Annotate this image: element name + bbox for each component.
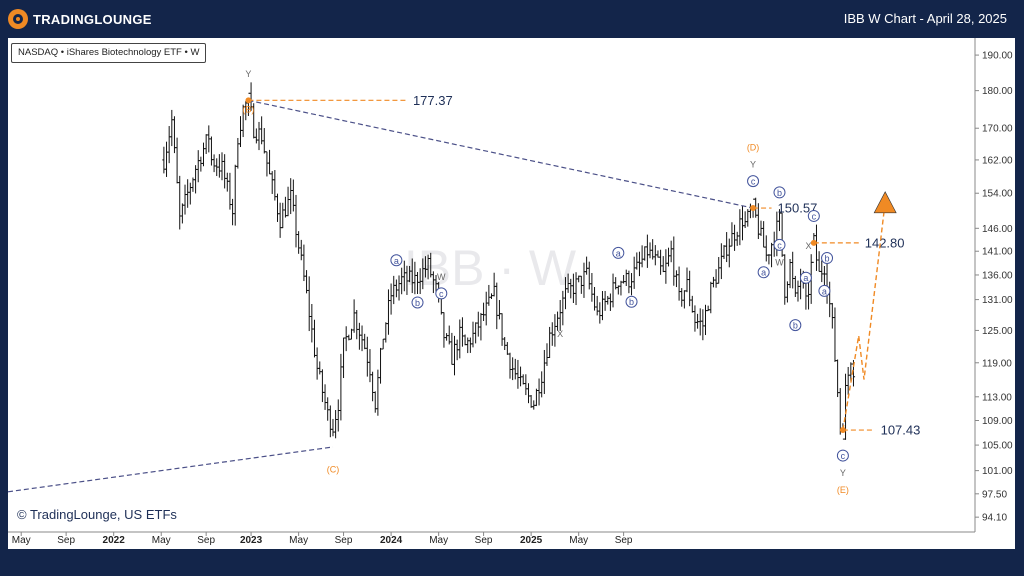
wave-label: b <box>629 297 634 307</box>
wave-label-circle <box>747 175 760 188</box>
price-level-label: 142.80 <box>865 235 905 250</box>
price-level-label: 177.37 <box>413 93 453 108</box>
wave-label: a <box>822 286 827 296</box>
price-level-dot <box>245 97 252 104</box>
logo-circle-icon <box>8 9 28 29</box>
x-tick-label: 2024 <box>380 535 403 546</box>
wave-label: c <box>439 289 444 299</box>
wave-label-circle <box>773 238 786 251</box>
x-tick-label: May <box>152 535 171 546</box>
wave-label: c <box>751 177 756 187</box>
copyright-text: © TradingLounge, US ETFs <box>17 507 177 522</box>
wave-label: (E) <box>837 485 849 495</box>
wave-label-circle <box>818 284 831 297</box>
watermark-text: IBB · W <box>404 240 577 296</box>
wave-label: (D) <box>747 143 760 153</box>
y-tick-label: 154.00 <box>982 189 1013 200</box>
target-arrow-icon <box>873 191 897 214</box>
wave-label: b <box>777 188 782 198</box>
y-tick-label: 170.00 <box>982 124 1013 135</box>
trendline-2[interactable] <box>7 446 334 493</box>
wave-label: Y <box>840 468 846 478</box>
wave-label-circle <box>411 296 424 309</box>
wave-label-circle <box>821 252 834 265</box>
x-tick-label: 2022 <box>103 535 126 546</box>
wave-label: b <box>415 298 420 308</box>
y-tick-label: 136.00 <box>982 270 1013 281</box>
y-tick-label: 109.00 <box>982 416 1013 427</box>
wave-label-circle <box>612 246 625 259</box>
price-level-dot <box>810 239 817 246</box>
wave-label-circle <box>773 186 786 199</box>
wave-label-circle <box>625 295 638 308</box>
price-level-dot <box>839 427 846 434</box>
y-tick-label: 162.00 <box>982 155 1013 166</box>
tradinglounge-logo: TRADINGLOUNGE <box>8 9 152 29</box>
wave-label-circle <box>390 254 403 267</box>
x-tick-label: Sep <box>335 535 353 546</box>
wave-label: X <box>806 241 812 251</box>
y-tick-label: 113.00 <box>982 392 1012 403</box>
x-tick-label: May <box>289 535 308 546</box>
wave-label-circle <box>836 449 849 462</box>
y-tick-label: 190.00 <box>982 51 1013 62</box>
wave-label: b <box>825 254 830 264</box>
y-tick-label: 141.00 <box>982 247 1013 258</box>
price-level-label: 150.57 <box>778 201 818 216</box>
wave-label: (B) <box>242 104 254 114</box>
x-tick-label: May <box>12 535 31 546</box>
wave-label: a <box>616 248 621 258</box>
wave-label-circle <box>789 319 802 332</box>
symbol-label[interactable]: NASDAQ • iShares Biotechnology ETF • W <box>11 43 207 63</box>
y-tick-label: 119.00 <box>982 358 1012 369</box>
y-tick-label: 125.00 <box>982 326 1013 337</box>
x-tick-label: Sep <box>57 535 75 546</box>
chart-title: IBB W Chart - April 28, 2025 <box>843 11 1007 26</box>
x-tick-label: May <box>429 535 448 546</box>
wave-label: c <box>777 240 782 250</box>
wave-label: c <box>812 211 817 221</box>
wave-label: X <box>557 329 563 339</box>
x-tick-label: Sep <box>615 535 633 546</box>
wave-label: c <box>841 451 846 461</box>
trendline-1[interactable] <box>248 99 754 209</box>
wave-label: W <box>437 272 446 282</box>
x-tick-label: May <box>569 535 588 546</box>
y-tick-label: 94.10 <box>982 513 1007 524</box>
logo-text: TRADINGLOUNGE <box>33 11 152 27</box>
price-level-dot <box>750 205 757 212</box>
wave-label-circle <box>757 266 770 279</box>
wave-label-circle <box>435 287 448 300</box>
wave-label: Y <box>245 69 251 79</box>
y-tick-label: 97.50 <box>982 489 1007 500</box>
y-tick-label: 105.00 <box>982 441 1013 452</box>
x-tick-label: 2025 <box>520 535 543 546</box>
wave-label-circle <box>807 209 820 222</box>
wave-label: (C) <box>327 465 340 475</box>
chart-area[interactable] <box>8 38 1015 549</box>
y-tick-label: 146.00 <box>982 224 1013 235</box>
wave-label: a <box>761 268 766 278</box>
wave-label: a <box>803 273 808 283</box>
wave-label: W <box>775 257 784 267</box>
y-tick-label: 131.00 <box>982 295 1013 306</box>
x-tick-label: 2023 <box>240 535 263 546</box>
x-tick-label: Sep <box>197 535 215 546</box>
y-tick-label: 101.00 <box>982 466 1013 477</box>
wave-label-circle <box>799 271 812 284</box>
wave-label: Y <box>750 160 756 170</box>
y-tick-label: 180.00 <box>982 86 1013 97</box>
wave-label: a <box>394 256 399 266</box>
header-bar: TRADINGLOUNGE IBB W Chart - April 28, 20… <box>0 0 1024 38</box>
x-tick-label: Sep <box>475 535 493 546</box>
wave-label: b <box>793 321 798 331</box>
price-level-label: 107.43 <box>881 423 921 438</box>
